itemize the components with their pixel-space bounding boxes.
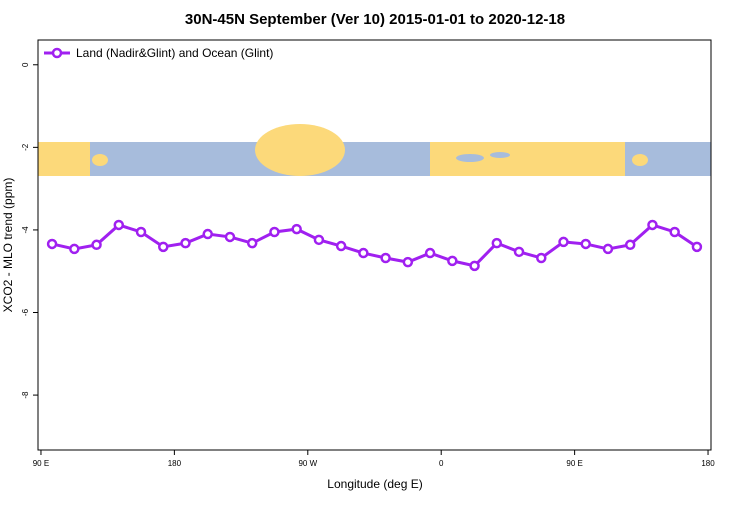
point [580, 238, 591, 250]
y-tick-label: -2 [21, 143, 30, 151]
point [113, 219, 125, 231]
point [202, 228, 213, 240]
legend-marker [51, 47, 63, 59]
point [313, 234, 325, 246]
point [624, 239, 636, 251]
y-tick-label: -8 [21, 391, 30, 399]
point [224, 231, 236, 243]
point [513, 246, 525, 258]
point [135, 226, 147, 238]
chart-title: 30N-45N September (Ver 10) 2015-01-01 to… [185, 11, 565, 28]
point [269, 226, 280, 238]
point [558, 236, 569, 248]
legend-label: Land (Nadir&Glint) and Ocean (Glint) [76, 46, 273, 60]
point [158, 241, 169, 253]
point [691, 241, 703, 253]
point [491, 237, 503, 249]
x-tick-label: 90 E [33, 459, 49, 468]
point [647, 219, 658, 231]
x-tick-label: 180 [701, 459, 715, 468]
x-axis-label: Longitude (deg E) [327, 477, 422, 491]
x-tick-label: 90 E [566, 459, 582, 468]
y-tick-label: 0 [21, 62, 30, 67]
x-tick-label: 0 [439, 459, 444, 468]
point [180, 237, 191, 249]
point [402, 256, 414, 268]
point [536, 252, 547, 264]
y-tick-label: -4 [21, 226, 30, 234]
point [602, 243, 614, 255]
point [424, 247, 436, 259]
point [291, 223, 302, 235]
point [335, 240, 347, 252]
y-axis-label: XCO2 - MLO trend (ppm) [1, 178, 15, 313]
x-tick-label: 90 W [298, 459, 317, 468]
point [669, 226, 680, 238]
point [358, 247, 369, 259]
plot-frame [37, 39, 712, 451]
y-tick-label: -6 [21, 308, 30, 316]
point [69, 243, 80, 255]
point [91, 239, 102, 251]
point [380, 252, 391, 264]
x-tick-label: 180 [168, 459, 182, 468]
point [46, 238, 58, 250]
point [447, 255, 458, 267]
point [246, 237, 258, 249]
series-line [51, 223, 698, 268]
point [469, 260, 480, 272]
map-band [38, 124, 711, 176]
